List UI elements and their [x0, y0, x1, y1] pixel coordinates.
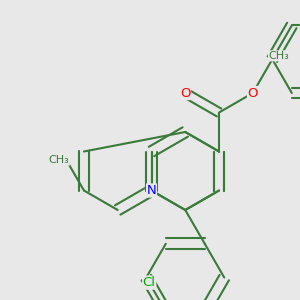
Text: N: N	[147, 184, 156, 197]
Text: Cl: Cl	[143, 276, 156, 289]
Text: O: O	[180, 86, 190, 100]
Text: CH₃: CH₃	[49, 155, 69, 165]
Text: O: O	[248, 86, 258, 100]
Text: CH₃: CH₃	[268, 51, 289, 61]
